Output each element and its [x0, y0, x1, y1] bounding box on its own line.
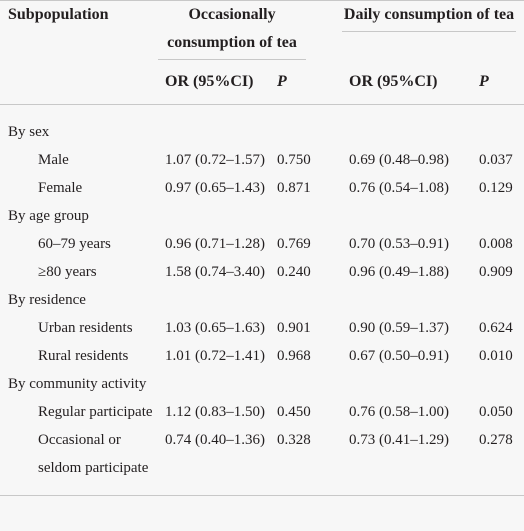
or-ci: 1.07 (0.72–1.57): [165, 152, 265, 168]
p-value: 0.871: [277, 180, 311, 196]
row-label: 60–79 years: [38, 236, 111, 252]
row-label: ≥80 years: [38, 264, 97, 280]
row-label: Occasional or seldom participate: [38, 432, 149, 476]
section-row: By age group: [0, 202, 524, 230]
p-value: 0.050: [479, 404, 513, 420]
p-value: 0.450: [277, 404, 311, 420]
p-value: 0.901: [277, 320, 311, 336]
row-label: Regular participate: [38, 404, 153, 420]
p-value: 0.750: [277, 152, 311, 168]
or-ci: 0.73 (0.41–1.29): [349, 432, 450, 448]
data-row: Male 1.07 (0.72–1.57) 0.750 0.69 (0.48–0.98…: [0, 146, 524, 174]
or-ci: 0.96 (0.71–1.28): [165, 236, 265, 252]
or-ci: 1.01 (0.72–1.41): [165, 348, 265, 364]
group-header: Occasionally consumption of tea: [158, 1, 307, 60]
column-header: P: [270, 60, 343, 105]
data-row: ≥80 years 1.58 (0.74–3.40) 0.240 0.96 (0.49…: [0, 258, 524, 286]
or-ci: 0.97 (0.65–1.43): [165, 180, 265, 196]
p-value: 0.909: [479, 264, 513, 280]
data-row: 60–79 years 0.96 (0.71–1.28) 0.769 0.70 (0.…: [0, 230, 524, 258]
section-title: By community activity: [8, 376, 147, 392]
header-row: Subpopulation Occasionally consumption o…: [0, 0, 524, 60]
row-label: Rural residents: [38, 348, 129, 364]
p-value: 0.129: [479, 180, 513, 196]
p-value: 0.624: [479, 320, 513, 336]
p-value: 0.240: [277, 264, 311, 280]
or-ci: 0.69 (0.48–0.98): [349, 152, 450, 168]
data-row: Female 0.97 (0.65–1.43) 0.871 0.76 (0.54–1.…: [0, 174, 524, 202]
subheader-row: OR (95%CI) P OR (95%CI) P: [0, 60, 524, 105]
data-row: Occasional or seldom participate 0.74 (0.…: [0, 426, 524, 482]
results-table: Subpopulation Occasionally consumption o…: [0, 0, 524, 496]
or-ci: 0.76 (0.54–1.08): [349, 180, 450, 196]
p-value: 0.037: [479, 152, 513, 168]
p-value: 0.278: [479, 432, 513, 448]
row-label: Urban residents: [38, 320, 133, 336]
section-row: By sex: [0, 118, 524, 146]
section-title: By residence: [8, 292, 86, 308]
or-ci: 0.76 (0.58–1.00): [349, 404, 450, 420]
or-ci: 0.74 (0.40–1.36): [165, 432, 265, 448]
row-label: Male: [38, 152, 69, 168]
p-value: 0.968: [277, 348, 311, 364]
or-ci: 0.90 (0.59–1.37): [349, 320, 450, 336]
section-row: By community activity: [0, 370, 524, 398]
column-header: OR (95%CI): [342, 60, 473, 105]
section-row: By residence: [0, 286, 524, 314]
data-row: Regular participate 1.12 (0.83–1.50) 0.450…: [0, 398, 524, 426]
or-ci: 0.96 (0.49–1.88): [349, 264, 450, 280]
column-header: OR (95%CI): [158, 60, 270, 105]
p-value: 0.328: [277, 432, 311, 448]
or-ci: 1.58 (0.74–3.40): [165, 264, 265, 280]
p-value: 0.010: [479, 348, 513, 364]
column-header: P: [472, 60, 524, 105]
p-value: 0.769: [277, 236, 311, 252]
or-ci: 0.67 (0.50–0.91): [349, 348, 450, 364]
p-value: 0.008: [479, 236, 513, 252]
or-ci: 1.12 (0.83–1.50): [165, 404, 265, 420]
section-title: By age group: [8, 208, 89, 224]
section-title: By sex: [8, 124, 50, 140]
data-row: Urban residents 1.03 (0.65–1.63) 0.901 0.90…: [0, 314, 524, 342]
group-header: Daily consumption of tea: [342, 1, 517, 32]
row-label: Female: [38, 180, 83, 196]
subpopulation-header: Subpopulation: [8, 6, 109, 23]
or-ci: 1.03 (0.65–1.63): [165, 320, 265, 336]
data-row: Rural residents 1.01 (0.72–1.41) 0.968 0.67…: [0, 342, 524, 370]
table-body: By sex Male 1.07 (0.72–1.57) 0.750 0.69 (0.4…: [0, 105, 524, 496]
or-ci: 0.70 (0.53–0.91): [349, 236, 450, 252]
